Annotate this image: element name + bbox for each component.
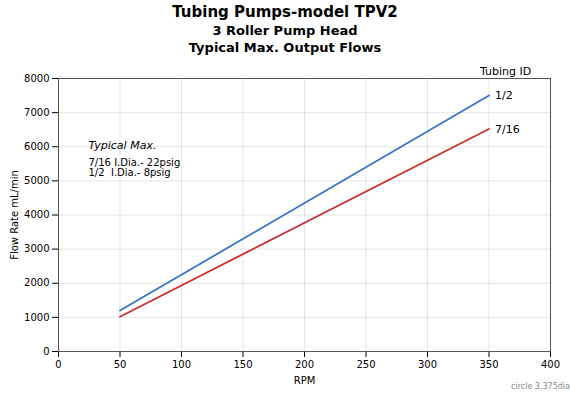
svg-text:200: 200 — [295, 359, 314, 370]
svg-text:1/2: 1/2 — [495, 89, 513, 102]
html-text:3 Roller Pump Head: 3 Roller Pump Head — [212, 23, 358, 38]
svg-text:Typical Max.: Typical Max. — [89, 139, 157, 152]
svg-text:8000: 8000 — [24, 73, 49, 84]
svg-text:50: 50 — [114, 359, 127, 370]
svg-text:0: 0 — [55, 359, 61, 370]
svg-text:100: 100 — [172, 359, 191, 370]
html-text:Typical Max. Output Flows: Typical Max. Output Flows — [188, 40, 382, 55]
svg-text:250: 250 — [356, 359, 375, 370]
svg-text:300: 300 — [418, 359, 437, 370]
svg-text:5000: 5000 — [24, 175, 49, 186]
svg-text:6000: 6000 — [24, 141, 49, 152]
svg-text:2000: 2000 — [24, 277, 49, 288]
svg-text:RPM: RPM — [294, 375, 316, 386]
svg-text:3000: 3000 — [24, 243, 49, 254]
svg-text:150: 150 — [233, 359, 252, 370]
svg-text:Tubing ID: Tubing ID — [479, 65, 531, 78]
svg-text:4000: 4000 — [24, 209, 49, 220]
svg-text:7/16: 7/16 — [495, 123, 520, 136]
svg-text:350: 350 — [479, 359, 498, 370]
html-text:Tubing Pumps-model TPV2: Tubing Pumps-model TPV2 — [172, 3, 398, 21]
svg-text:circle 3.375dia: circle 3.375dia — [511, 382, 570, 391]
svg-text:7000: 7000 — [24, 107, 49, 118]
svg-text:7/16 I.Dia.- 22psig1/2 I.Dia.: 7/16 I.Dia.- 22psig1/2 I.Dia.- 8psig — [89, 157, 181, 178]
svg-text:400: 400 — [541, 359, 560, 370]
svg-text:0: 0 — [43, 346, 49, 357]
svg-text:1000: 1000 — [24, 312, 49, 323]
svg-text:Flow Rate mL/min: Flow Rate mL/min — [9, 170, 20, 260]
